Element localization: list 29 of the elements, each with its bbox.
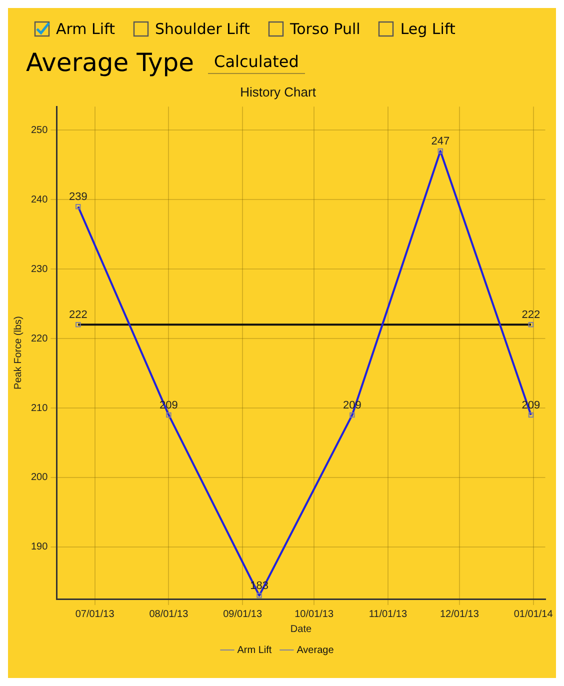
legend-label: Arm Lift	[237, 644, 272, 656]
dropdown-field: Calculated	[208, 52, 305, 74]
y-tick-label: 250	[30, 124, 48, 136]
y-tick-label: 190	[30, 542, 48, 553]
x-tick-label: 11/01/13	[368, 608, 408, 620]
x-tick-label: 10/01/13	[294, 608, 334, 620]
y-tick-label: 230	[30, 264, 48, 275]
y-axis-title: Peak Force (lbs)	[12, 316, 24, 390]
y-tick-label: 200	[30, 472, 48, 484]
x-tick-label: 01/01/14	[514, 608, 554, 620]
text: Shoulder Lift	[154, 20, 250, 38]
y-tick-label: 240	[30, 194, 48, 206]
chart-title: History Chart	[240, 84, 316, 100]
data-label: 222	[68, 309, 88, 322]
text: Arm Lift	[56, 20, 115, 38]
x-axis-title: Date	[290, 624, 312, 635]
text: Torso Pull	[290, 20, 360, 38]
data-label: 239	[68, 191, 88, 204]
data-label: 247	[431, 136, 450, 148]
data-label: 222	[522, 309, 540, 322]
legend-label: Average	[296, 644, 334, 656]
x-tick-label: 09/01/13	[223, 608, 262, 620]
text: Leg Lift	[400, 20, 456, 38]
text: Average Type	[26, 48, 194, 77]
x-tick-label: 08/01/13	[149, 608, 189, 620]
y-tick-label: 220	[30, 333, 48, 344]
y-tick-label: 210	[30, 402, 48, 414]
x-tick-label: 07/01/13	[75, 608, 115, 620]
x-tick-label: 12/01/13	[440, 608, 480, 620]
